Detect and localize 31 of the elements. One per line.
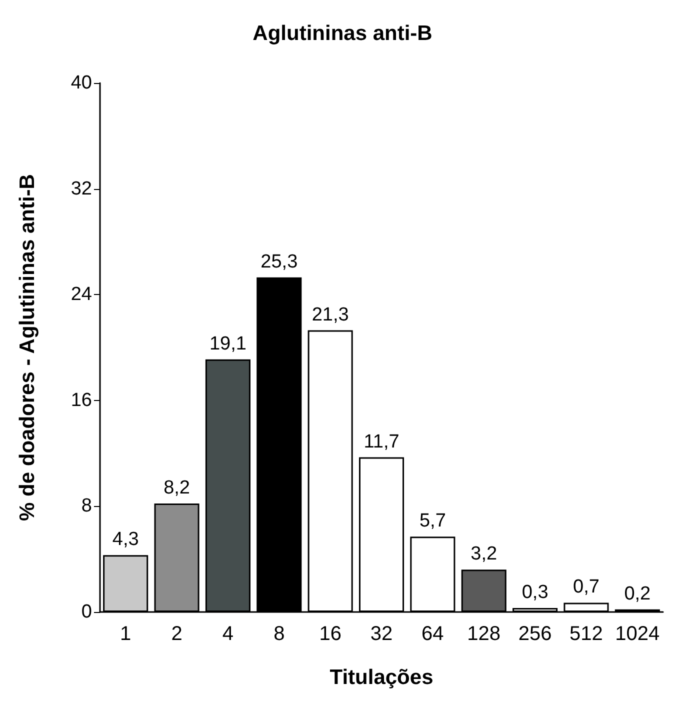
x-tick-label: 4 xyxy=(222,623,234,645)
x-tick-label: 64 xyxy=(422,623,444,645)
x-tick-label: 1 xyxy=(120,623,132,645)
data-label: 25,3 xyxy=(260,251,298,272)
x-tick-label: 512 xyxy=(570,623,603,645)
data-label: 0,3 xyxy=(522,582,548,604)
x-tick-label: 256 xyxy=(518,623,552,645)
x-tick-label: 16 xyxy=(319,623,342,645)
y-tick-label: 16 xyxy=(70,390,92,411)
data-label: 21,3 xyxy=(312,304,349,326)
x-tick-label: 8 xyxy=(274,623,285,645)
x-tick-label: 1024 xyxy=(615,623,660,645)
data-label: 11,7 xyxy=(364,431,400,452)
y-tick-label: 8 xyxy=(81,496,92,517)
y-tick-label: 24 xyxy=(70,284,92,306)
data-label: 0,2 xyxy=(624,583,651,604)
data-label: 19,1 xyxy=(209,333,246,354)
y-tick-label: 0 xyxy=(81,602,92,622)
x-tick-label: 128 xyxy=(467,623,501,645)
data-label: 0,7 xyxy=(573,576,600,598)
data-label: 8,2 xyxy=(164,478,190,499)
chart-title: Aglutininas anti-B xyxy=(252,22,432,45)
data-label: 4,3 xyxy=(112,529,139,550)
y-axis-title: % de doadores - Aglutininas anti-B xyxy=(16,174,39,521)
x-tick-label: 2 xyxy=(171,623,182,645)
x-tick-label: 32 xyxy=(370,623,393,645)
x-axis-title: Titulações xyxy=(330,666,434,689)
y-tick-label: 32 xyxy=(70,178,92,200)
y-tick-label: 40 xyxy=(70,72,92,94)
data-label: 5,7 xyxy=(419,510,446,532)
data-label: 3,2 xyxy=(470,544,498,565)
